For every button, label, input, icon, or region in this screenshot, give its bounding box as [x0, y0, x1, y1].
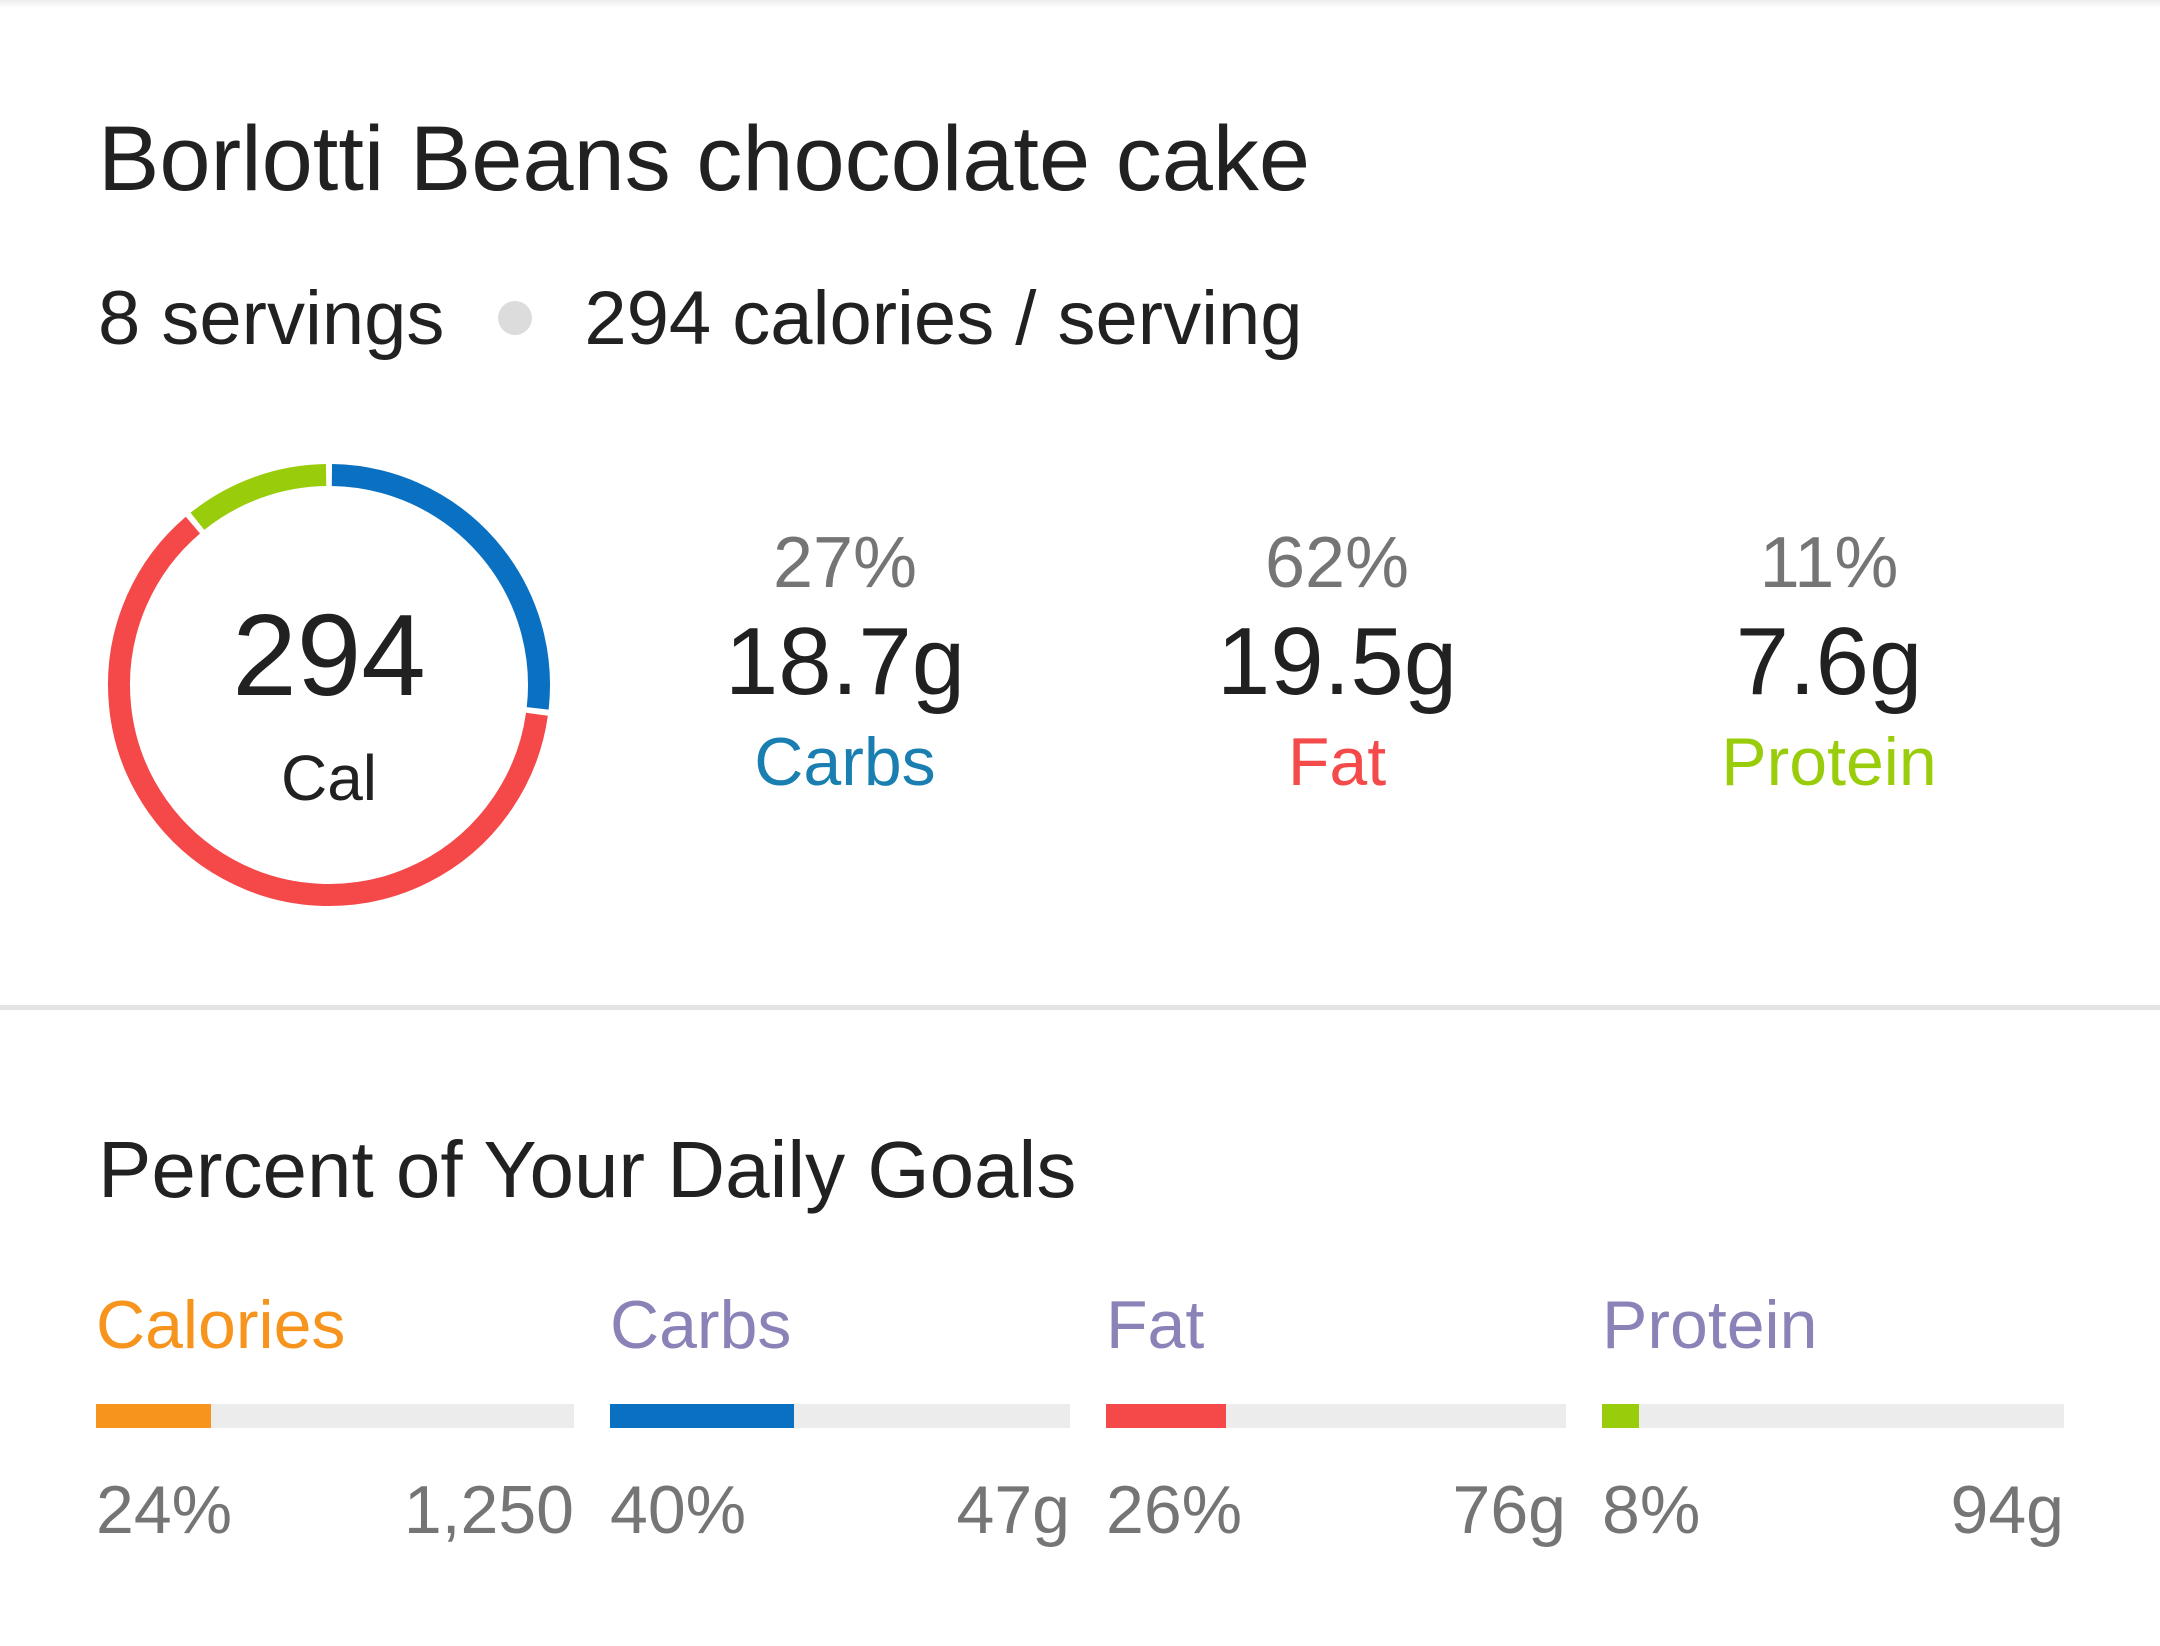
goal-carbs: Carbs 40% 47g [610, 1280, 1070, 1548]
goal-fat-percent: 26% [1106, 1472, 1243, 1548]
goal-protein-percent: 8% [1602, 1472, 1701, 1548]
goal-calories-target: 1,250 [403, 1472, 574, 1548]
goal-fat-fill [1106, 1404, 1226, 1428]
macro-carbs-label: Carbs [754, 724, 936, 800]
goal-fat-track [1106, 1404, 1566, 1428]
recipe-meta: 8 servings 294 calories / serving [98, 268, 1303, 368]
servings-count: 8 servings [98, 275, 445, 361]
recipe-title: Borlotti Beans chocolate cake [98, 108, 1311, 210]
calories-unit: Cal [280, 742, 378, 814]
calories-total: 294 [232, 590, 426, 720]
macro-protein-grams: 7.6g [1735, 608, 1923, 715]
goal-protein-label: Protein [1602, 1287, 1818, 1363]
macro-fat: 62% 19.5g Fat [1137, 518, 1537, 810]
goal-fat-label: Fat [1106, 1287, 1205, 1363]
macro-protein-percent: 11% [1759, 523, 1899, 603]
macro-carbs: 27% 18.7g Carbs [645, 518, 1045, 810]
daily-goals-title: Percent of Your Daily Goals [98, 1125, 1077, 1214]
top-shadow [0, 0, 2160, 8]
macro-fat-label: Fat [1287, 724, 1387, 800]
donut-segment-protein [190, 464, 327, 531]
goal-calories-label: Calories [96, 1287, 346, 1363]
macro-protein: 11% 7.6g Protein [1629, 518, 2029, 810]
macro-fat-grams: 19.5g [1216, 608, 1458, 715]
macro-fat-percent: 62% [1264, 523, 1410, 603]
calorie-donut-chart: 294 Cal [104, 460, 554, 910]
section-divider [0, 1005, 2160, 1010]
donut-segment-carbs [331, 464, 550, 710]
calories-per-serving: 294 calories / serving [584, 275, 1303, 361]
donut-ring [108, 464, 550, 906]
goal-calories: Calories 24% 1,250 [96, 1280, 574, 1548]
macro-protein-label: Protein [1721, 724, 1937, 800]
goal-fat-target: 76g [1452, 1472, 1566, 1548]
goal-carbs-percent: 40% [610, 1472, 747, 1548]
separator-dot [498, 301, 533, 335]
goal-calories-fill [96, 1404, 211, 1428]
goal-protein-track [1602, 1404, 2064, 1428]
goal-carbs-target: 47g [956, 1472, 1070, 1548]
donut-segment-fat [108, 516, 548, 906]
goal-carbs-track [610, 1404, 1070, 1428]
goal-protein-fill [1602, 1404, 1639, 1428]
goal-protein-target: 94g [1950, 1472, 2064, 1548]
goal-fat: Fat 26% 76g [1106, 1280, 1566, 1548]
goal-carbs-label: Carbs [610, 1287, 792, 1363]
macro-carbs-grams: 18.7g [724, 608, 966, 715]
goal-calories-percent: 24% [96, 1472, 233, 1548]
macro-carbs-percent: 27% [772, 523, 918, 603]
goal-protein: Protein 8% 94g [1602, 1280, 2064, 1548]
goal-calories-track [96, 1404, 574, 1428]
goal-carbs-fill [610, 1404, 794, 1428]
